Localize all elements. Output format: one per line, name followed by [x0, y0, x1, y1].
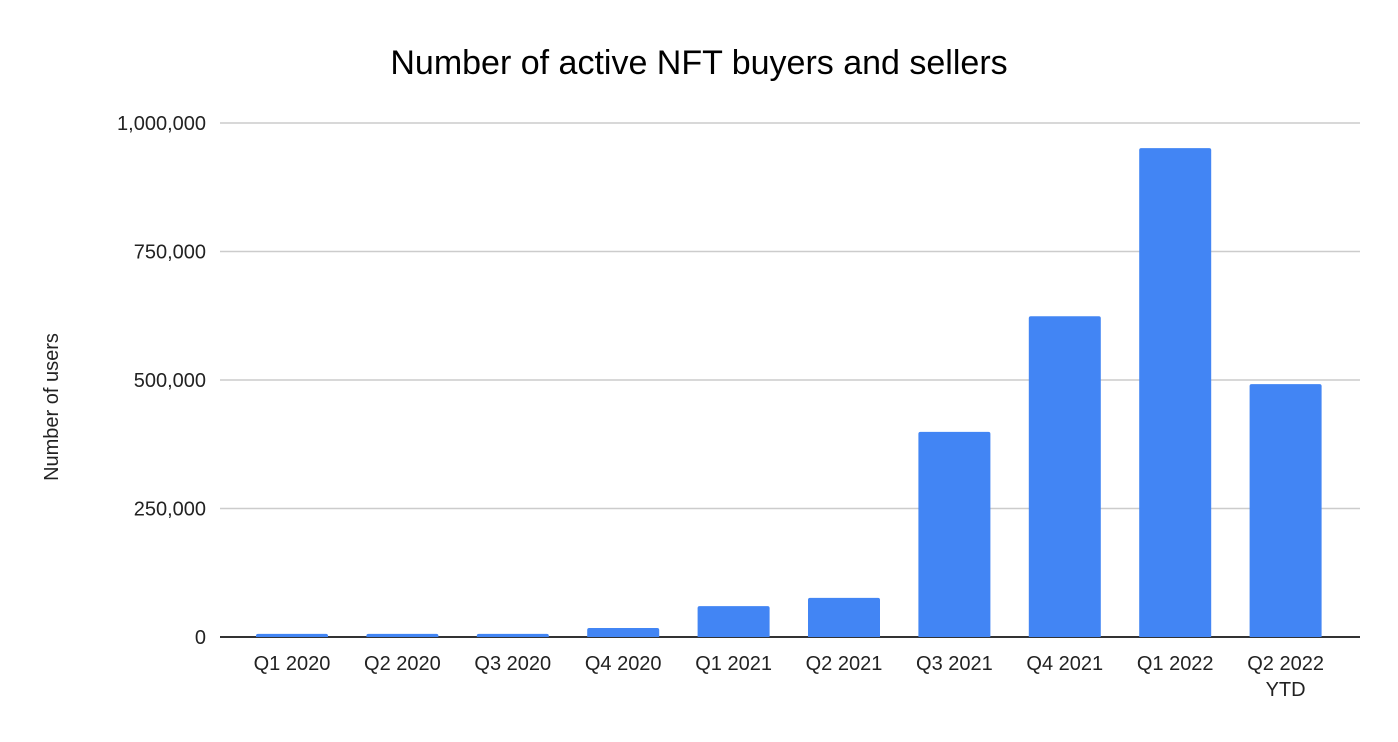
bar — [1249, 384, 1322, 637]
x-tick-label: Q1 2021 — [695, 653, 772, 675]
x-tick-label: Q2 2020 — [364, 653, 441, 675]
x-tick-label: Q1 2022 — [1137, 653, 1214, 675]
bar — [1139, 148, 1212, 637]
x-tick-label: Q4 2020 — [585, 653, 662, 675]
y-axis-label: Number of users — [41, 333, 63, 481]
bar — [476, 633, 549, 637]
y-tick-label: 500,000 — [134, 370, 206, 392]
bar — [918, 431, 991, 637]
x-tick-label: Q3 2020 — [474, 653, 551, 675]
y-tick-label: 250,000 — [134, 499, 206, 521]
y-tick-label: 750,000 — [134, 242, 206, 264]
x-tick-label: Q2 2022 YTD — [1247, 653, 1324, 701]
x-tick-label: Q2 2021 — [806, 653, 883, 675]
x-tick-label: Q1 2020 — [254, 653, 331, 675]
x-tick-label: Q3 2021 — [916, 653, 993, 675]
bar — [1028, 316, 1101, 637]
bar — [587, 628, 660, 637]
bar — [697, 606, 770, 637]
bar — [366, 633, 439, 637]
bar — [256, 633, 328, 637]
x-tick-label: Q4 2021 — [1026, 653, 1103, 675]
y-tick-label: 1,000,000 — [117, 113, 206, 135]
chart-title: Number of active NFT buyers and sellers — [390, 44, 1007, 82]
bar — [808, 597, 880, 637]
y-tick-label: 0 — [195, 627, 206, 649]
